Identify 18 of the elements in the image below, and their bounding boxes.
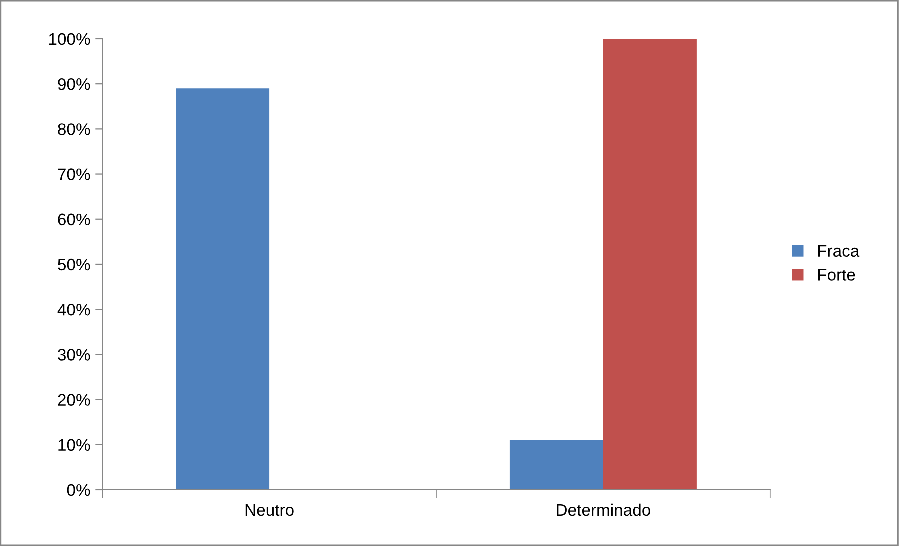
y-tick-label: 30% (58, 349, 90, 361)
bar (176, 88, 270, 490)
bar (510, 440, 604, 490)
y-tick-label: 80% (58, 124, 90, 136)
bar (603, 38, 697, 490)
legend-label: Fraca (818, 245, 860, 258)
legend-label: Forte (818, 269, 856, 281)
y-tick-label: 20% (58, 394, 90, 406)
y-tick-label: 100% (49, 33, 90, 46)
y-tick-label: 50% (58, 258, 90, 271)
y-tick-label: 70% (58, 168, 90, 180)
y-tick-label: 0% (67, 484, 90, 496)
x-tick-label: Neutro (246, 504, 294, 516)
y-tick-label: 10% (58, 439, 90, 452)
y-tick-label: 90% (58, 78, 90, 90)
y-tick-label: 60% (58, 214, 90, 226)
x-tick-label: Determinado (557, 504, 650, 516)
y-tick-label: 40% (58, 304, 90, 316)
